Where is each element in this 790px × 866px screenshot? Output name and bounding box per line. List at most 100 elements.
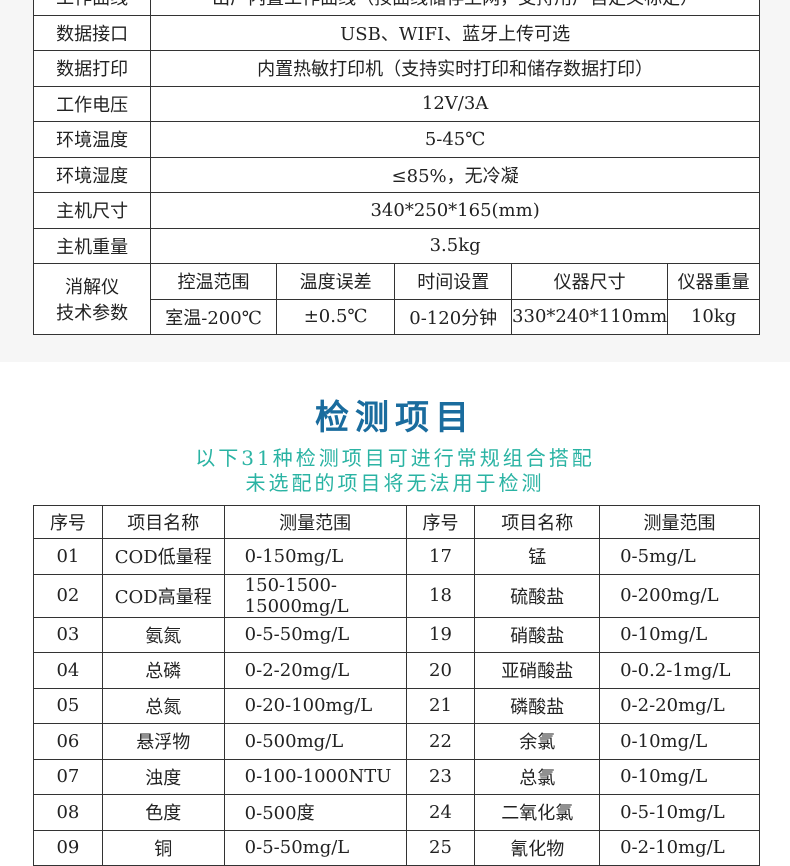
item-range: 0-10mg/L — [599, 616, 760, 653]
spec-row: 主机重量 3.5kg — [32, 227, 760, 264]
item-number: 17 — [405, 538, 476, 575]
digester-value: 0-120分钟 — [394, 298, 513, 335]
item-number: 18 — [405, 573, 476, 618]
item-name: 二氧化氯 — [474, 794, 601, 831]
item-range: 0-10mg/L — [599, 758, 760, 795]
digester-header: 仪器尺寸 — [511, 263, 669, 300]
item-name: 磷酸盐 — [474, 687, 601, 724]
table-row: 03 氨氮 0-5-50mg/L 19 硝酸盐 0-10mg/L — [33, 616, 760, 653]
table-row: 01 COD低量程 0-150mg/L 17 锰 0-5mg/L — [33, 538, 760, 575]
items-table: 序号 项目名称 测量范围 序号 项目名称 测量范围 01 COD低量程 0-150mg/L 17 锰… — [33, 505, 760, 866]
spec-value: 5-45℃ — [150, 121, 760, 158]
item-range: 0-2-20mg/L — [599, 687, 760, 724]
subtitle-1: 以下31种检测项目可进行常规组合搭配 — [195, 446, 595, 470]
item-name: 铜 — [101, 829, 225, 866]
digester-header: 控温范围 — [150, 263, 277, 300]
item-range: 0-500度 — [223, 794, 407, 831]
item-number: 02 — [33, 573, 103, 618]
digester-value: ±0.5℃ — [275, 298, 396, 335]
spec-value: 12V/3A — [150, 85, 760, 122]
table-row: 06 悬浮物 0-500mg/L 22 余氯 0-10mg/L — [33, 723, 760, 760]
item-name: 硫酸盐 — [474, 573, 601, 618]
column-header: 序号 — [33, 505, 103, 539]
item-range: 0-0.2-1mg/L — [599, 652, 760, 689]
item-name: 氰化物 — [474, 829, 601, 866]
spec-label: 主机重量 — [32, 227, 152, 264]
column-header: 项目名称 — [474, 505, 601, 539]
item-number: 21 — [405, 687, 476, 724]
spec-row: 主机尺寸 340*250*165(mm) — [32, 192, 760, 229]
item-name: 氨氮 — [101, 616, 225, 653]
spec-row: 工作电压 12V/3A — [32, 85, 760, 122]
item-name: 余氯 — [474, 723, 601, 760]
subtitle-2: 未选配的项目将无法用于检测 — [245, 471, 545, 495]
item-number: 07 — [33, 758, 103, 795]
digester-value: 330*240*110mm — [511, 298, 669, 335]
item-range: 150-1500-15000mg/L — [223, 573, 407, 618]
spec-label: 数据打印 — [32, 50, 152, 87]
digester-header: 时间设置 — [394, 263, 513, 300]
item-number: 25 — [405, 829, 476, 866]
spec-value: 内置热敏打印机（支持实时打印和储存数据打印） — [150, 50, 760, 87]
table-row: 02 COD高量程 150-1500-15000mg/L 18 硫酸盐 0-200mg/L — [33, 573, 760, 618]
item-range: 0-5-10mg/L — [599, 794, 760, 831]
spec-value: 出厂内置工作曲线（按曲线储存上网，支持用户自定义标定） — [150, 0, 760, 16]
spec-row: 数据接口 USB、WIFI、蓝牙上传可选 — [32, 14, 760, 51]
spec-label: 数据接口 — [32, 14, 152, 51]
table-row: 04 总磷 0-2-20mg/L 20 亚硝酸盐 0-0.2-1mg/L — [33, 652, 760, 689]
table-row: 05 总氮 0-20-100mg/L 21 磷酸盐 0-2-20mg/L — [33, 687, 760, 724]
item-name: COD低量程 — [101, 538, 225, 575]
item-number: 06 — [33, 723, 103, 760]
item-number: 01 — [33, 538, 103, 575]
item-range: 0-200mg/L — [599, 573, 760, 618]
digester-label: 消解仪 技术参数 — [32, 263, 152, 335]
section-title: 检测项目 — [315, 398, 475, 438]
item-number: 20 — [405, 652, 476, 689]
digester-header: 仪器重量 — [667, 263, 760, 300]
item-number: 19 — [405, 616, 476, 653]
column-header: 序号 — [405, 505, 476, 539]
spec-row: 环境温度 5-45℃ — [32, 121, 760, 158]
column-header: 测量范围 — [599, 505, 760, 539]
item-name: 总氮 — [101, 687, 225, 724]
table-row: 08 色度 0-500度 24 二氧化氯 0-5-10mg/L — [33, 794, 760, 831]
spec-value: 3.5kg — [150, 227, 760, 264]
spec-label: 环境湿度 — [32, 156, 152, 193]
digester-header: 温度误差 — [275, 263, 396, 300]
item-number: 08 — [33, 794, 103, 831]
spec-label: 工作电压 — [32, 85, 152, 122]
item-name: COD高量程 — [101, 573, 225, 618]
item-number: 09 — [33, 829, 103, 866]
item-range: 0-500mg/L — [223, 723, 407, 760]
item-name: 锰 — [474, 538, 601, 575]
table-row: 07 浊度 0-100-1000NTU 23 总氯 0-10mg/L — [33, 758, 760, 795]
spec-value: 340*250*165(mm) — [150, 192, 760, 229]
digester-label-1: 消解仪 — [65, 277, 120, 298]
item-range: 0-5-50mg/L — [223, 829, 407, 866]
item-range: 0-5mg/L — [599, 538, 760, 575]
digester-value: 10kg — [667, 298, 760, 335]
item-name: 悬浮物 — [101, 723, 225, 760]
item-range: 0-20-100mg/L — [223, 687, 407, 724]
item-range: 0-5-50mg/L — [223, 616, 407, 653]
item-range: 0-150mg/L — [223, 538, 407, 575]
item-number: 22 — [405, 723, 476, 760]
spec-value: ≤85%，无冷凝 — [150, 156, 760, 193]
spec-row: 数据打印 内置热敏打印机（支持实时打印和储存数据打印） — [32, 50, 760, 87]
item-name: 总氯 — [474, 758, 601, 795]
item-name: 总磷 — [101, 652, 225, 689]
item-name: 浊度 — [101, 758, 225, 795]
item-number: 04 — [33, 652, 103, 689]
item-name: 色度 — [101, 794, 225, 831]
spec-label: 主机尺寸 — [32, 192, 152, 229]
spec-section: 工作曲线出厂内置工作曲线（按曲线储存上网，支持用户自定义标定）数据接口USB、W… — [0, 0, 790, 362]
column-header: 测量范围 — [223, 505, 407, 539]
spec-value: USB、WIFI、蓝牙上传可选 — [150, 14, 760, 51]
item-number: 24 — [405, 794, 476, 831]
spec-label: 工作曲线 — [32, 0, 152, 16]
items-header-row: 序号 项目名称 测量范围 序号 项目名称 测量范围 — [33, 505, 760, 539]
item-number: 23 — [405, 758, 476, 795]
item-range: 0-2-20mg/L — [223, 652, 407, 689]
spec-row: 环境湿度 ≤85%，无冷凝 — [32, 156, 760, 193]
item-name: 亚硝酸盐 — [474, 652, 601, 689]
